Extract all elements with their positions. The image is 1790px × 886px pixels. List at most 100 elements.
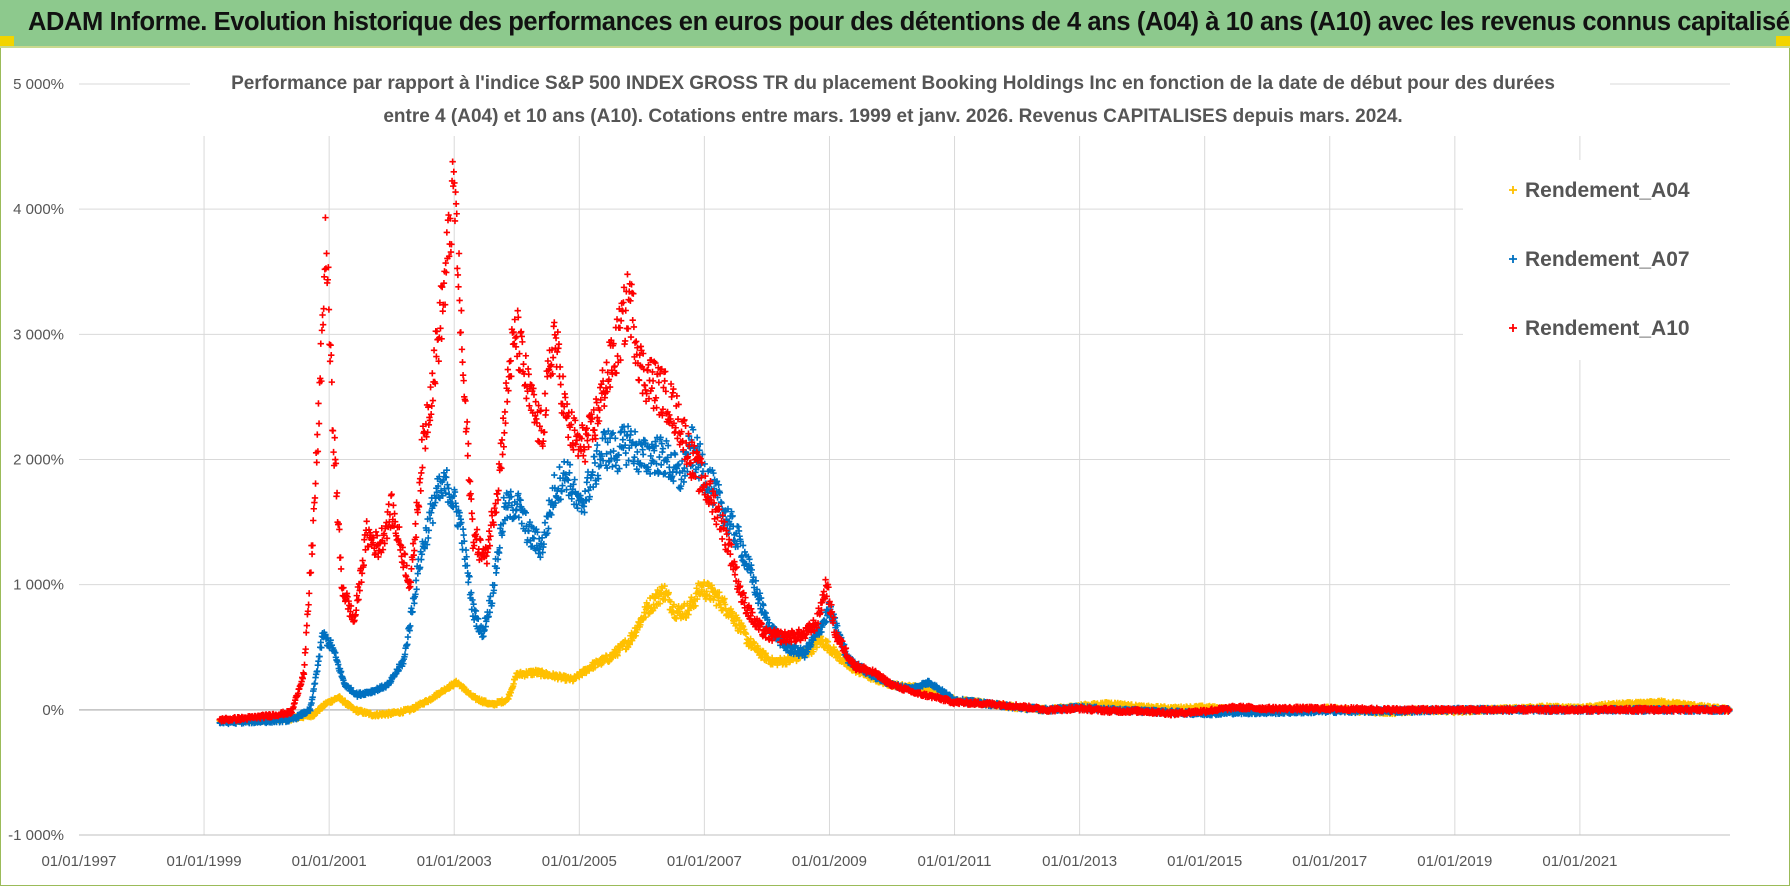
data-point [416,564,424,571]
data-point [395,667,402,674]
data-point [423,541,431,548]
data-point [614,652,621,659]
data-point [444,481,451,488]
data-point [452,503,460,510]
data-point [451,488,459,496]
data-point [487,593,494,600]
data-point [692,602,699,609]
data-point [515,514,523,521]
data-point [661,582,668,590]
data-point [609,463,616,470]
x-tick-label: 01/01/2021 [1542,853,1617,870]
data-point [404,641,411,648]
data-point [508,493,515,500]
x-axis-ticks: 01/01/1997 01/01/1999 01/01/2001 01/01/2003… [41,853,1617,870]
y-tick-label: 3 000% [13,326,64,343]
data-point [475,615,482,622]
data-point [465,579,472,586]
x-tick-label: 01/01/2011 [918,853,992,870]
data-point [508,502,516,509]
data-point [463,562,471,569]
data-point [470,601,477,608]
data-point [512,512,519,520]
data-point [458,519,465,526]
data-point [742,630,750,638]
data-point [642,613,649,621]
data-point [665,589,672,596]
data-point [637,621,644,628]
data-point [619,436,627,443]
x-tick-label: 01/01/2019 [1417,853,1492,870]
data-point [721,595,728,602]
data-point [551,471,558,479]
data-point [670,601,678,608]
data-point [421,545,428,552]
data-point [434,482,442,490]
data-point [307,707,314,714]
data-point [499,520,507,527]
data-point [641,609,648,616]
data-point [513,506,520,513]
data-point [318,644,325,651]
data-point [450,492,458,500]
data-point [435,494,442,501]
data-point [571,476,578,483]
data-point [309,693,316,701]
data-point [667,598,674,606]
data-point [430,502,438,509]
data-point [628,637,636,644]
x-tick-label: 01/01/2001 [292,853,367,870]
data-point [716,589,723,596]
x-tick-label: 01/01/1999 [167,853,242,870]
data-point [499,528,506,535]
data-point [472,607,480,615]
data-point [639,451,647,458]
y-tick-label: 4 000% [13,201,64,218]
data-point [418,551,426,558]
data-point [545,525,552,532]
data-point [541,519,549,526]
data-point [494,556,502,563]
x-tick-label: 01/01/2005 [542,853,617,870]
data-point [461,537,468,545]
data-point [810,648,817,655]
data-point [693,595,701,603]
data-point [713,602,720,609]
data-point [409,608,416,616]
data-point [599,659,606,667]
y-tick-label: 2 000% [13,452,64,469]
data-point [594,441,601,449]
data-point [491,581,498,589]
data-point [631,428,639,435]
data-point [471,606,478,614]
data-point [693,434,701,441]
data-point [404,633,412,641]
data-point [651,604,658,612]
data-point [468,589,475,596]
data-point [407,622,414,630]
data-point [311,680,319,687]
y-tick-label: 0% [42,702,64,719]
data-point [425,534,432,542]
x-tick-label: 01/01/2015 [1167,853,1242,870]
data-point [436,473,443,480]
page-title: ADAM Informe. Evolution historique des p… [28,8,1790,36]
data-point [616,646,624,654]
data-point [414,570,421,577]
data-point [500,494,507,501]
data-point [401,651,409,658]
data-points [216,158,1733,728]
data-point [626,641,634,648]
data-point [442,489,449,497]
data-point [762,650,769,657]
data-point [463,553,470,560]
data-point [504,504,512,511]
series-rendement-a07 [216,423,1733,728]
data-point [485,613,492,620]
data-point [486,609,494,616]
data-point [693,585,700,592]
x-tick-label: 01/01/2003 [417,853,492,870]
x-tick-label: 01/01/2007 [667,853,742,870]
data-point [670,608,677,616]
